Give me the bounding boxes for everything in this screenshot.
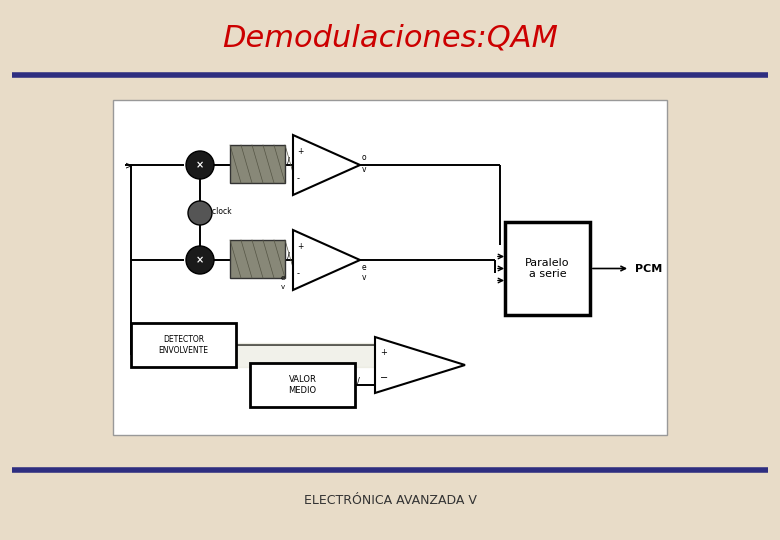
Text: ELECTRÓNICA AVANZADA V: ELECTRÓNICA AVANZADA V bbox=[303, 494, 477, 507]
Polygon shape bbox=[293, 230, 360, 290]
Text: ×: × bbox=[196, 255, 204, 265]
Text: v: v bbox=[362, 165, 367, 173]
Text: /: / bbox=[357, 376, 360, 386]
Text: PCM: PCM bbox=[635, 264, 662, 273]
Text: -: - bbox=[297, 269, 300, 278]
Text: VALOR
MEDIO: VALOR MEDIO bbox=[289, 375, 317, 395]
Text: +: + bbox=[380, 348, 387, 357]
Ellipse shape bbox=[188, 201, 212, 225]
Text: e: e bbox=[281, 275, 285, 281]
Text: v: v bbox=[362, 273, 367, 282]
Ellipse shape bbox=[186, 151, 214, 179]
Text: Demodulaciones:QAM: Demodulaciones:QAM bbox=[222, 24, 558, 52]
Text: — clock: — clock bbox=[202, 206, 232, 215]
Bar bbox=[505, 222, 590, 315]
Text: +: + bbox=[297, 242, 303, 251]
Ellipse shape bbox=[186, 246, 214, 274]
Polygon shape bbox=[375, 337, 465, 393]
Text: -: - bbox=[297, 174, 300, 183]
Bar bbox=[230, 240, 285, 278]
Text: o: o bbox=[362, 152, 367, 161]
Text: DETECTOR
ENVOLVENTE: DETECTOR ENVOLVENTE bbox=[158, 335, 208, 355]
Bar bbox=[113, 100, 667, 435]
Text: +: + bbox=[297, 147, 303, 156]
Text: >: > bbox=[125, 160, 133, 170]
Text: Paralelo
a serie: Paralelo a serie bbox=[525, 258, 569, 279]
Text: /: / bbox=[287, 252, 290, 260]
Text: ×: × bbox=[196, 160, 204, 170]
Text: /: / bbox=[287, 157, 290, 165]
Bar bbox=[131, 323, 236, 367]
Text: e: e bbox=[362, 264, 367, 273]
Bar bbox=[230, 145, 285, 183]
Text: −: − bbox=[380, 373, 388, 383]
Bar bbox=[250, 363, 355, 407]
Polygon shape bbox=[293, 135, 360, 195]
Text: v: v bbox=[281, 284, 285, 290]
